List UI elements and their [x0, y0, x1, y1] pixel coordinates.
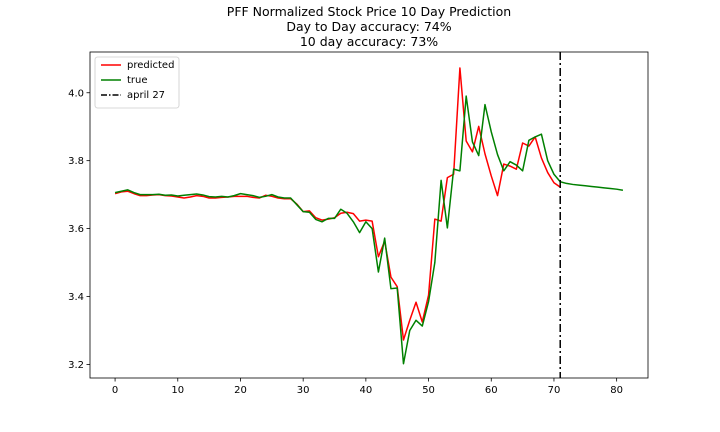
x-tick-label: 10: [171, 385, 184, 396]
title-line-1: Day to Day accuracy: 74%: [286, 19, 451, 34]
y-tick-label: 3.4: [68, 292, 84, 303]
legend-label-0: predicted: [127, 60, 174, 71]
legend-label-2: april 27: [127, 90, 165, 101]
title-line-0: PFF Normalized Stock Price 10 Day Predic…: [227, 4, 511, 19]
series-line-true: [114, 95, 624, 365]
legend: predicted true april 27: [94, 56, 180, 109]
plot-area: [114, 52, 624, 378]
x-tick-label: 20: [234, 385, 247, 396]
y-tick-label: 4.0: [68, 88, 84, 99]
x-tick-label: 80: [610, 385, 623, 396]
chart-title: PFF Normalized Stock Price 10 Day Predic…: [227, 4, 511, 49]
axes-frame: [89, 51, 649, 379]
x-tick-label: 30: [297, 385, 310, 396]
series-line-predicted: [114, 67, 561, 341]
y-tick-label: 3.6: [68, 224, 84, 235]
y-tick-label: 3.8: [68, 156, 84, 167]
x-tick-label: 40: [359, 385, 372, 396]
title-line-2: 10 day accuracy: 73%: [300, 34, 438, 49]
y-tick-label: 3.2: [68, 360, 84, 371]
x-tick-label: 0: [112, 385, 118, 396]
x-tick-label: 60: [485, 385, 498, 396]
legend-label-1: true: [127, 75, 148, 86]
x-tick-label: 50: [422, 385, 435, 396]
x-tick-label: 70: [548, 385, 561, 396]
axes: 0 10 20 30 40 50 60 70 80 3.2 3.4 3.6 3.8 4.0: [68, 51, 649, 396]
